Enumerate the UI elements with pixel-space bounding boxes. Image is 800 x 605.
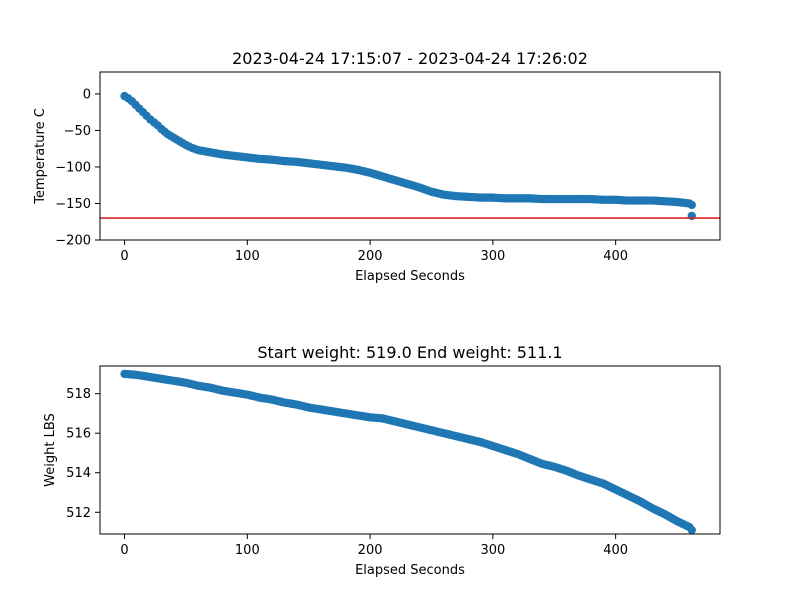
temperature-y-axis-label: Temperature C — [33, 108, 48, 205]
temperature-y-tick-label: −100 — [55, 160, 91, 175]
temperature-x-tick-label: 200 — [358, 249, 383, 264]
temperature-x-axis-label: Elapsed Seconds — [355, 269, 465, 284]
temperature-x-tick-label: 0 — [120, 249, 128, 264]
temperature-chart: 2023-04-24 17:15:07 - 2023-04-24 17:26:0… — [33, 49, 721, 284]
weight-x-tick-label: 0 — [120, 543, 128, 558]
temperature-chart-title: 2023-04-24 17:15:07 - 2023-04-24 17:26:0… — [232, 49, 588, 68]
weight-data-point — [687, 525, 696, 535]
weight-y-tick-label: 512 — [66, 506, 91, 521]
weight-chart: Start weight: 519.0 End weight: 511.1 0 1… — [43, 343, 721, 578]
weight-y-tick-label: 518 — [66, 387, 91, 402]
temperature-y-tick-label: −50 — [64, 124, 91, 139]
weight-y-tick-label: 514 — [66, 466, 91, 481]
weight-x-tick-label: 300 — [480, 543, 505, 558]
temperature-x-tick-label: 400 — [603, 249, 628, 264]
temperature-y-tick-label: −200 — [55, 234, 91, 249]
weight-y-ticks: 512 514 516 518 — [66, 387, 100, 521]
weight-x-tick-label: 100 — [235, 543, 260, 558]
weight-y-tick-label: 516 — [66, 427, 91, 442]
temperature-y-tick-label: 0 — [83, 87, 91, 102]
temperature-x-ticks: 0 100 200 300 400 — [120, 240, 628, 264]
temperature-y-ticks: 0 −50 −100 −150 −200 — [55, 87, 100, 249]
weight-chart-title: Start weight: 519.0 End weight: 511.1 — [257, 343, 562, 362]
temperature-plot-frame — [99, 71, 721, 241]
temperature-y-tick-label: −150 — [55, 197, 91, 212]
weight-x-tick-label: 200 — [358, 543, 383, 558]
temperature-x-tick-label: 300 — [480, 249, 505, 264]
temperature-x-tick-label: 100 — [235, 249, 260, 264]
temperature-data-point — [687, 200, 696, 210]
weight-y-axis-label: Weight LBS — [43, 413, 58, 487]
weight-plot-frame — [99, 365, 721, 535]
weight-x-axis-label: Elapsed Seconds — [355, 563, 465, 578]
weight-points — [120, 369, 696, 535]
temperature-points — [120, 91, 696, 221]
weight-x-tick-label: 400 — [603, 543, 628, 558]
weight-x-ticks: 0 100 200 300 400 — [120, 534, 628, 558]
